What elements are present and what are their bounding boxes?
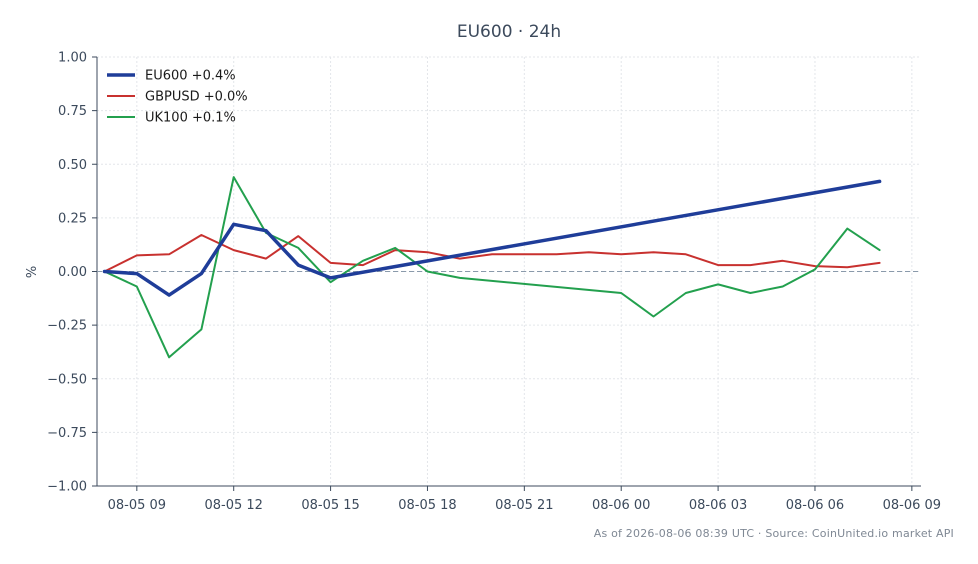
x-tick-label: 08-05 15 [301,498,359,513]
x-tick-label: 08-06 06 [786,498,844,513]
series-line-eu600 [102,179,882,297]
series-line-uk100 [103,176,881,359]
x-tick-label: 08-05 12 [204,498,262,513]
y-tick-label: 0.00 [58,265,87,280]
legend-entry: EU600 +0.4% [145,69,236,84]
x-tick-label: 08-06 09 [883,498,941,513]
y-tick-label: −1.00 [47,480,87,495]
series-line-gbpusd [103,234,881,273]
x-tick-label: 08-05 21 [495,498,553,513]
x-tick-label: 08-06 03 [689,498,747,513]
series-lines [102,176,882,359]
source-footer: As of 2026-08-06 08:39 UTC · Source: Coi… [593,527,954,540]
y-tick-label: 0.50 [58,158,87,173]
y-axis-label: % [25,266,40,278]
x-tick-label: 08-05 18 [398,498,456,513]
chart-title: EU600 · 24h [457,22,561,42]
y-tick-label: 0.75 [58,104,87,119]
y-tick-label: −0.25 [47,319,87,334]
legend: EU600 +0.4% GBPUSD +0.0% UK100 +0.1% [107,69,248,126]
legend-entry: UK100 +0.1% [145,111,236,126]
legend-entry: GBPUSD +0.0% [145,90,248,105]
x-tick-label: 08-05 09 [108,498,166,513]
y-tick-label: −0.50 [47,372,87,387]
y-tick-label: 0.25 [58,211,87,226]
axes: 1.00 0.75 0.50 0.25 0.00 −0.25 −0.50 −0.75 −1.00… [47,51,941,514]
y-tick-label: 1.00 [58,51,87,66]
x-tick-label: 08-06 00 [592,498,650,513]
y-tick-label: −0.75 [47,426,87,441]
